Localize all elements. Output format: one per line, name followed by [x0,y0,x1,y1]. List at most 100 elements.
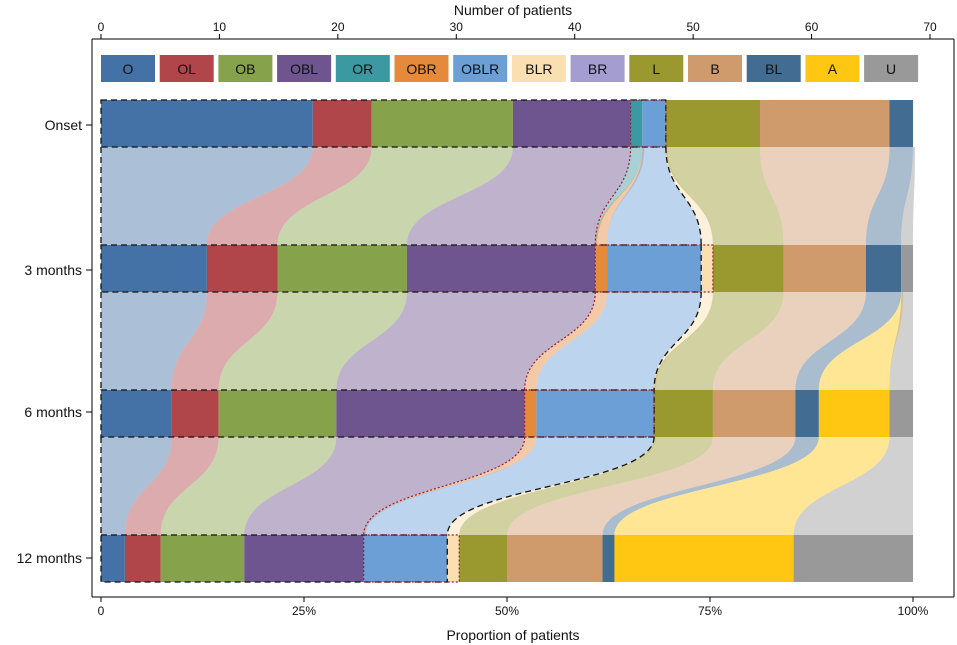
bar-segment [406,245,596,292]
top-tick-label: 0 [98,20,105,34]
bar-segment [507,535,603,582]
bar-segment [312,100,372,147]
dashed-group-box [100,99,667,148]
flow-band [760,147,890,245]
top-axis-title: Number of patients [454,2,572,18]
dotted-subgroup-box [629,99,667,148]
legend-label: BR [588,61,607,77]
flow-band [160,437,337,535]
bar-segment [783,245,866,292]
bar-segment [512,100,631,147]
bar-segment [865,245,902,292]
legend-label: OBR [406,61,436,77]
bar-segment [459,535,507,582]
legend-swatch [277,55,332,82]
legend-label: O [123,61,134,77]
bar-segment [642,100,666,147]
legend-label: B [710,61,719,77]
flow-band [244,437,525,535]
bar-segment [363,535,448,582]
legend-swatch [511,55,566,82]
legend-swatch [394,55,449,82]
top-tick-label: 10 [213,20,227,34]
bar-segment [712,245,784,292]
legend-label: OL [177,61,196,77]
flow-band [459,437,713,535]
legend-swatch [629,55,684,82]
bar-segment [524,390,537,437]
legend-label: BLR [525,61,552,77]
axes: Number of patients Proportion of patient… [17,2,955,643]
row-label: Onset [45,117,82,133]
legend-label: OBL [290,61,318,77]
flow-band [795,292,902,390]
legend-swatch [101,55,155,82]
bar-segment [630,100,643,147]
bar-segment [371,100,513,147]
flow-band [712,292,866,390]
dotted-subgroup-box [594,244,714,293]
bar-segment [336,390,525,437]
bar-segment [901,245,913,292]
legend-swatch [570,55,625,82]
top-tick-label: 50 [686,20,700,34]
bar-segment [101,535,125,582]
bottom-tick-label: 25% [292,604,316,618]
legend-swatch [335,55,390,82]
bar-segment [701,245,713,292]
dashed-connector [653,291,702,391]
bar-segment [760,100,890,147]
flow-band [901,147,915,245]
flow-band [124,437,219,535]
flow-band [595,147,643,245]
flow-band [101,292,207,390]
legend-swatch [746,55,801,82]
flow-band [206,147,372,245]
dotted-connector [594,146,632,246]
legend-label: OR [352,61,373,77]
legend-swatch [218,55,273,82]
bottom-tick-label: 75% [698,604,722,618]
dashed-connector [446,436,655,536]
flow-band [602,437,819,535]
flow-layer [101,147,915,535]
flow-band [818,292,904,390]
highlight-overlay-layer [100,99,714,583]
bar-segment [101,100,313,147]
flow-band [507,437,796,535]
bar-segment [277,245,407,292]
bottom-axis-title: Proportion of patients [446,627,579,643]
flow-band [536,292,702,390]
legend-swatch [159,55,214,82]
top-tick-label: 60 [805,20,819,34]
bar-segment [124,535,161,582]
bar-segment [595,245,608,292]
legend-swatch [688,55,742,82]
bar-segment [447,535,460,582]
row-label: 6 months [24,404,82,420]
dashed-connector [665,146,702,246]
flow-band [793,437,913,535]
bar-segment [206,245,278,292]
bar-segment [712,390,796,437]
bar-segment [607,245,702,292]
flow-band [277,147,513,245]
flow-band [363,437,655,535]
legend-label: U [886,61,896,77]
top-tick-label: 30 [450,20,464,34]
dashed-group-box [100,534,448,583]
bar-segment [795,390,819,437]
legend-label: OB [235,61,255,77]
flow-band [865,147,913,245]
flow-band [336,292,596,390]
bar-segment [889,100,913,147]
flow-band [665,147,713,245]
top-tick-label: 70 [923,20,937,34]
flow-band [595,147,645,245]
flow-band [654,292,713,390]
legend: O OL OB OBL OR OBR OBLR BLR BR L B BL A U [101,55,919,82]
bar-segment [160,535,245,582]
row-label: 3 months [24,262,82,278]
bar-segment [171,390,219,437]
